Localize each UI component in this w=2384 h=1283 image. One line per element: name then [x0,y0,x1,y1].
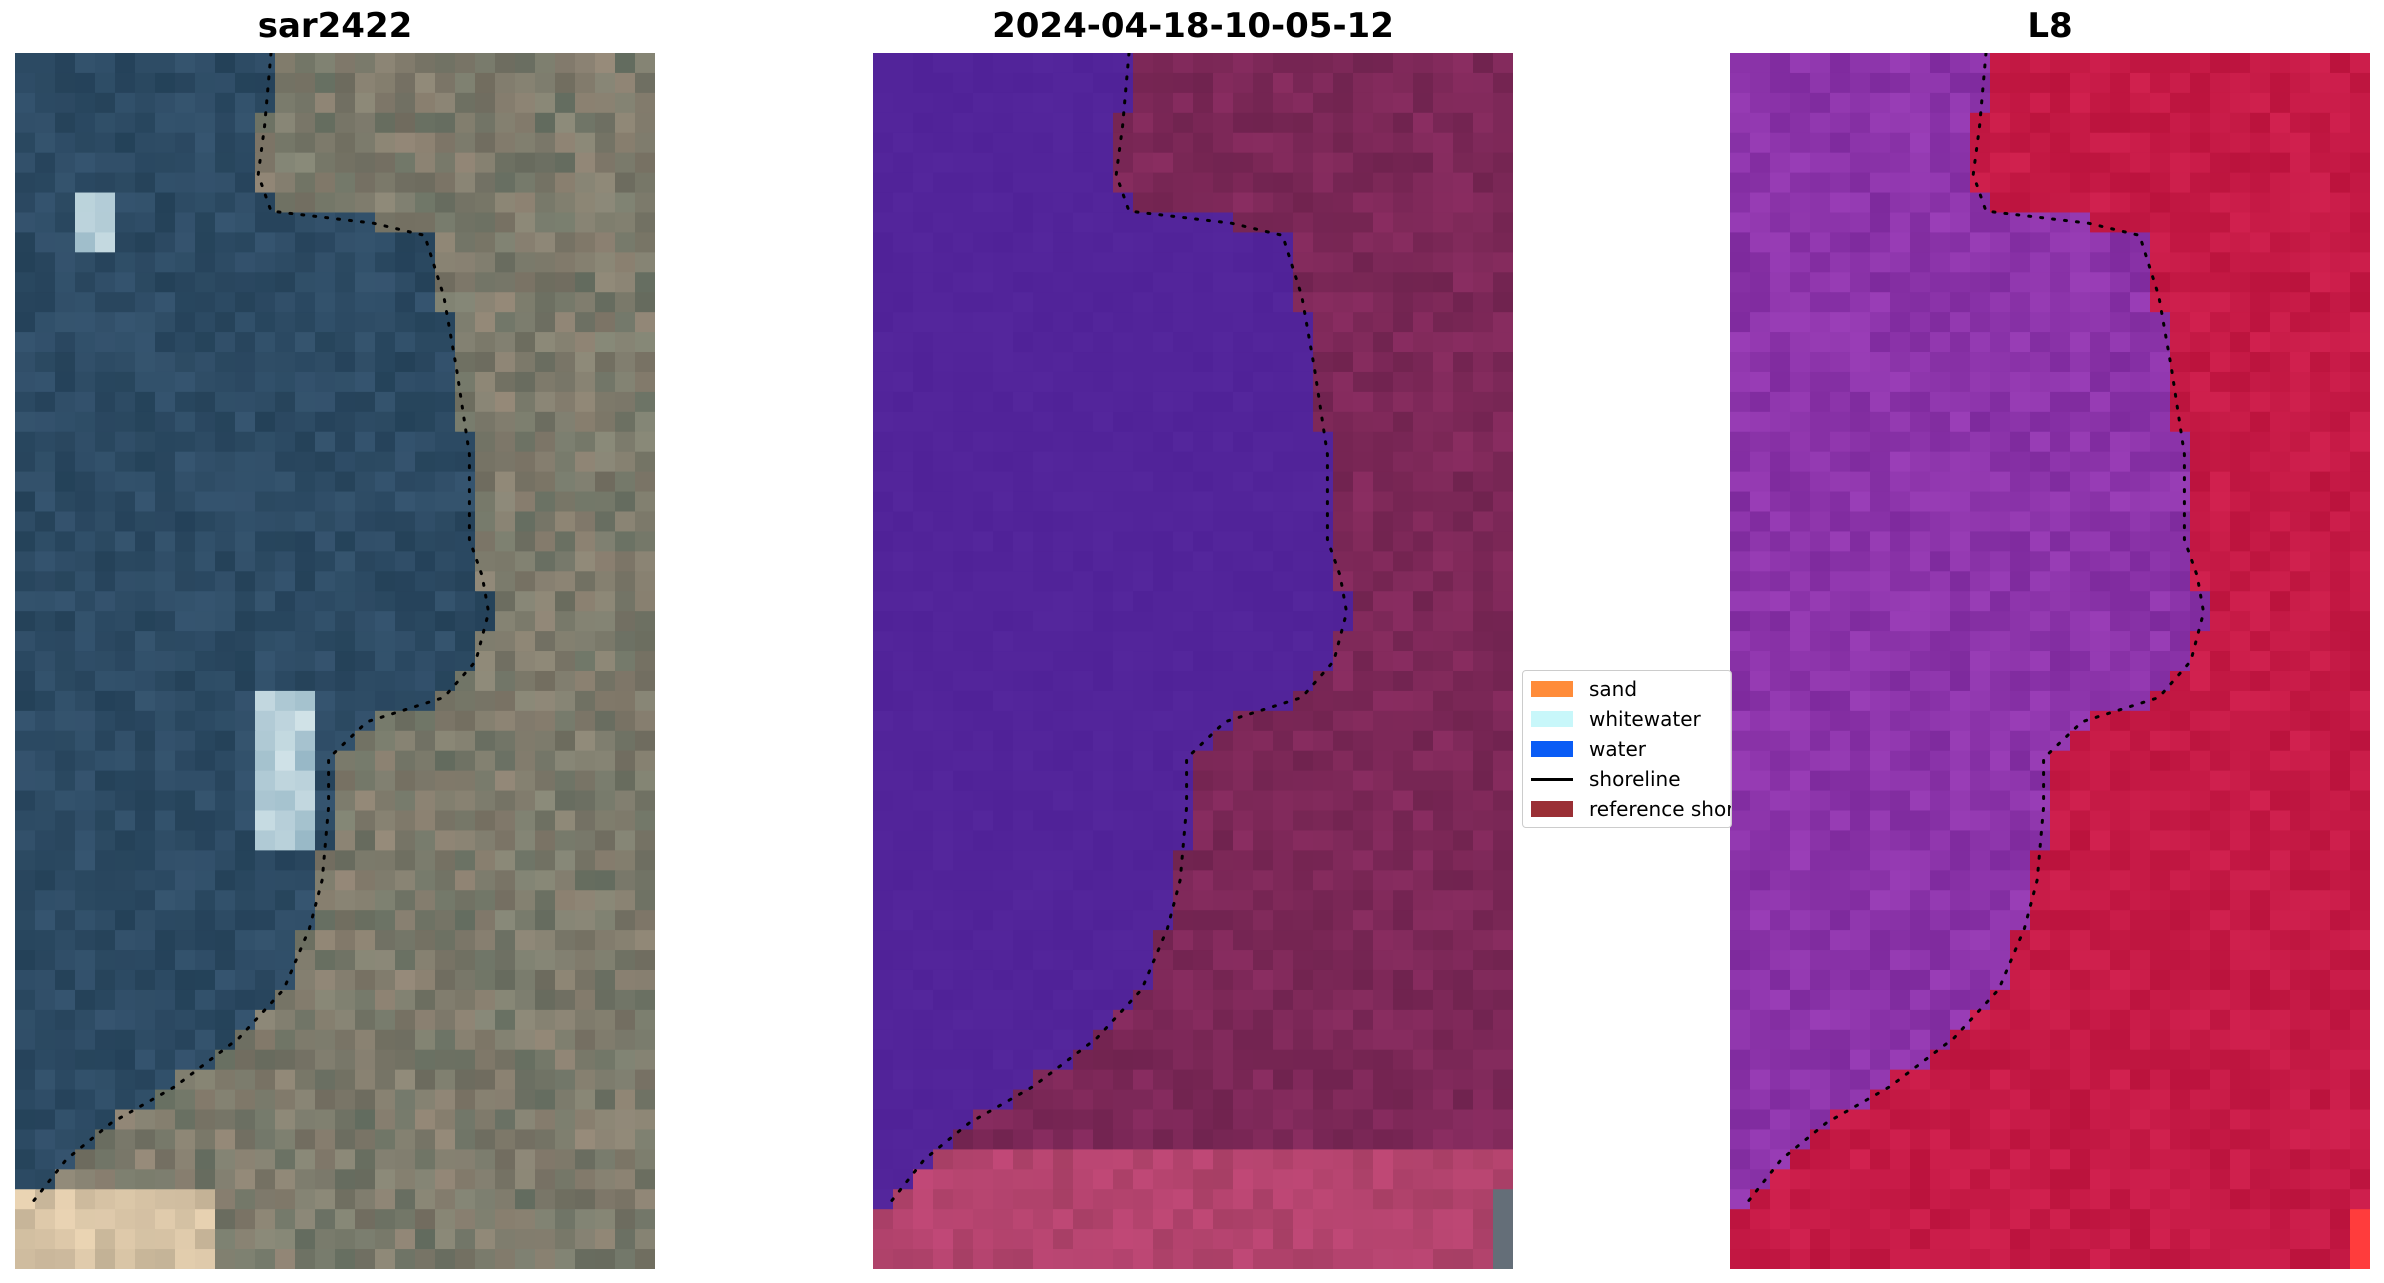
legend: sand whitewater water shoreline referenc… [1522,670,1732,828]
legend-swatch-reference-shoreline [1531,801,1573,817]
legend-label-water: water [1589,737,1646,761]
legend-item-whitewater: whitewater [1531,707,1701,731]
legend-swatch-sand [1531,681,1573,697]
l8-image-panel [1730,53,2370,1269]
legend-label-reference-shoreline: reference shoreline [1589,797,1732,821]
legend-swatch-water [1531,741,1573,757]
shoreline-overlay [1741,53,2206,1210]
legend-swatch-whitewater [1531,711,1573,727]
shoreline-overlay [26,53,491,1210]
legend-label-sand: sand [1589,677,1638,701]
legend-label-shoreline: shoreline [1589,767,1681,791]
legend-label-whitewater: whitewater [1589,707,1701,731]
panel-title-classified: 2024-04-18-10-05-12 [992,6,1394,46]
rgb-image-panel [15,53,655,1269]
l8-index-image [1730,53,2370,1269]
legend-item-shoreline: shoreline [1531,767,1681,791]
legend-item-sand: sand [1531,677,1637,701]
legend-line-shoreline [1531,777,1573,781]
rgb-satellite-image [15,53,655,1269]
panel-title-rgb: sar2422 [257,6,413,46]
legend-item-water: water [1531,737,1646,761]
classified-image [873,53,1513,1269]
shoreline-overlay [884,53,1349,1210]
legend-item-reference-shoreline: reference shoreline [1531,797,1732,821]
panel-title-l8: L8 [2027,6,2073,46]
classified-image-panel [873,53,1513,1269]
